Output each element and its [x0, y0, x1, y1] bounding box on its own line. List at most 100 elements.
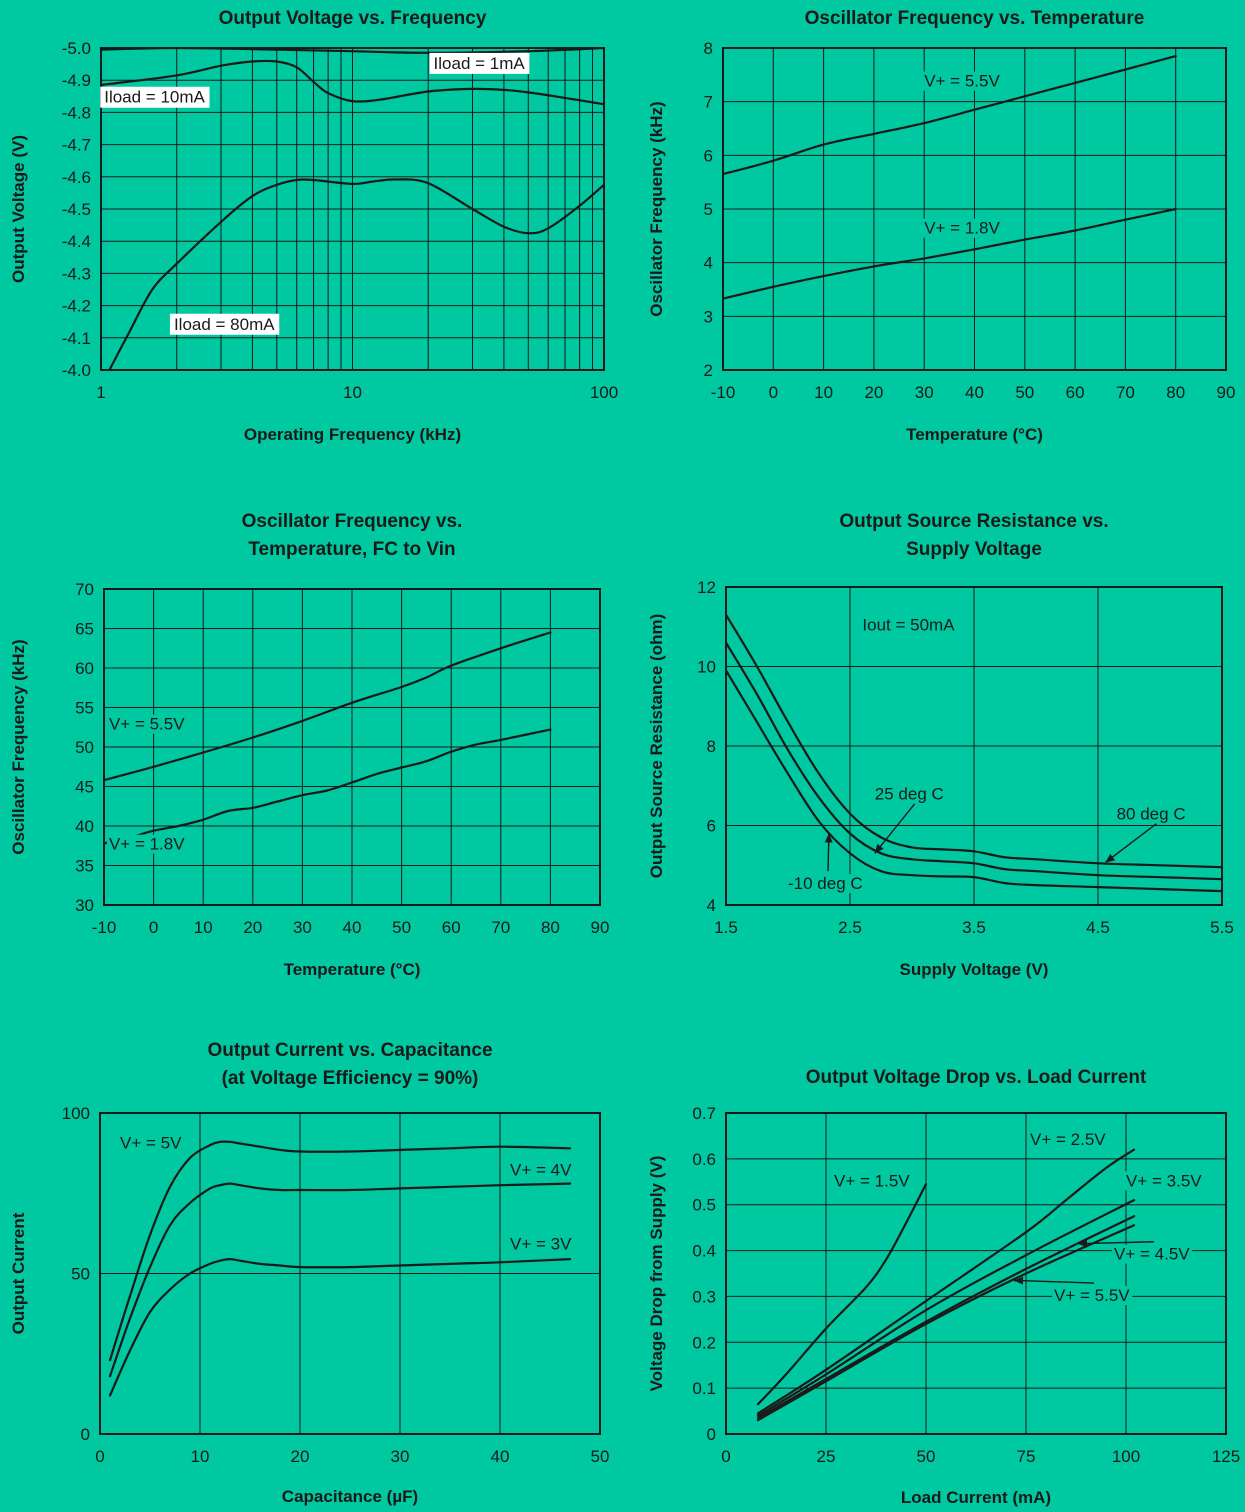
x-tick-label: 50: [392, 918, 411, 937]
annotation-label: V+ = 3V: [510, 1234, 572, 1253]
grid-lines: [726, 587, 1222, 905]
x-tick-label: 5.5: [1210, 918, 1234, 937]
plot-frame: [725, 1112, 1227, 1435]
x-tick-label: 50: [1015, 383, 1034, 402]
series-line-v-2-5v: [756, 1148, 1136, 1415]
y-tick-label: 6: [704, 146, 713, 165]
annotation-bg: [922, 218, 1003, 238]
y-tick-label: 8: [707, 737, 716, 756]
series-line-v-5-5v: [723, 55, 1177, 176]
plot-frame: [103, 588, 601, 906]
y-tick-label: 0.1: [692, 1379, 716, 1398]
plot-frame: [99, 1112, 601, 1435]
x-axis-title: Capacitance (µF): [282, 1487, 418, 1506]
y-tick-label: -4.3: [62, 264, 91, 283]
annotation-label: V+ = 5.5V: [924, 72, 1000, 91]
x-tick-label: 3.5: [962, 918, 986, 937]
x-tick-label: 0: [721, 1447, 730, 1466]
annotation-v-5-5v: V+ = 5.5V: [106, 714, 188, 734]
y-axis-title: Oscillator Frequency (kHz): [9, 639, 28, 854]
chart-title: Output Current vs. Capacitance: [207, 1040, 492, 1061]
series-line-v-5v: [108, 1140, 572, 1362]
annotation-bg: [872, 784, 946, 804]
y-tick-label: -4.1: [62, 329, 91, 348]
x-tick-label: 75: [1017, 1447, 1036, 1466]
annotation-label: V+ = 2.5V: [1030, 1130, 1106, 1149]
x-tick-label: 50: [917, 1447, 936, 1466]
series-line-iload-80ma: [108, 178, 604, 370]
x-tick-label: 2.5: [838, 918, 862, 937]
y-tick-label: 6: [707, 817, 716, 836]
x-axis-title: Operating Frequency (kHz): [244, 425, 461, 444]
chart-title: Output Voltage Drop vs. Load Current: [806, 1067, 1147, 1088]
series-line-v-1-8v: [104, 728, 552, 845]
y-tick-label: 7: [704, 93, 713, 112]
series-group: [108, 1140, 572, 1397]
x-tick-label: 70: [1116, 383, 1135, 402]
annotation-bg: [508, 1234, 575, 1254]
annotation-bg: [860, 615, 958, 635]
annotation-iout-50ma: Iout = 50mA: [860, 615, 958, 635]
y-axis-title: Output Current: [9, 1212, 28, 1334]
y-tick-label: 3: [704, 307, 713, 326]
annotation-pointer: [1105, 822, 1158, 864]
annotation-pointer: [1077, 1241, 1155, 1245]
annotation-bg: [832, 1171, 913, 1191]
annotation-label: V+ = 1.5V: [834, 1171, 910, 1190]
x-tick-label: 25: [817, 1447, 836, 1466]
y-tick-label: -4.7: [62, 136, 91, 155]
annotation-pointer: [1013, 1279, 1095, 1284]
series-line-10-deg-c: [726, 669, 1222, 893]
annotation-iload-10ma: Iload = 10mA: [100, 86, 210, 108]
annotation-bg: [106, 834, 188, 854]
y-tick-label: 10: [697, 658, 716, 677]
annotation-label: -10 deg C: [788, 874, 863, 893]
x-tick-label: 90: [591, 918, 610, 937]
y-tick-label: 0.7: [692, 1104, 716, 1123]
annotation-label: V+ = 4V: [510, 1161, 572, 1180]
chart-1: Output Voltage vs. Frequency 1 10 100 -5.0 -4…: [9, 8, 618, 444]
plot-frame: [725, 586, 1223, 906]
annotation-bg: [922, 71, 1003, 91]
annotation-v-1-5v: V+ = 1.5V: [832, 1171, 913, 1191]
annotation-80-deg-c: 80 deg C: [1105, 804, 1188, 864]
x-tick-label: 40: [491, 1447, 510, 1466]
grid-lines: [101, 48, 604, 370]
annotation-box: [100, 86, 210, 108]
y-tick-label: -4.4: [62, 232, 91, 251]
x-axis-title: Temperature (°C): [284, 960, 421, 979]
x-axis-title: Temperature (°C): [906, 425, 1043, 444]
x-tick-label: -10: [711, 383, 736, 402]
x-tick-label: 0: [95, 1447, 104, 1466]
annotation-arrowhead: [824, 833, 833, 843]
annotation-bg: [1124, 1171, 1205, 1191]
y-tick-label: 0: [81, 1425, 90, 1444]
annotation-v-5v: V+ = 5V: [118, 1133, 185, 1153]
x-tick-label: 30: [391, 1447, 410, 1466]
y-tick-label: 45: [75, 778, 94, 797]
annotation-bg: [118, 1133, 185, 1153]
series-line-80-deg-c: [726, 613, 1222, 869]
annotation-arrowhead: [1078, 1239, 1088, 1248]
series-line-v-4-5v: [756, 1215, 1136, 1420]
y-axis-title: Output Voltage (V): [9, 135, 28, 283]
series-line-v-3v: [108, 1258, 572, 1397]
annotation-label: V+ = 3.5V: [1126, 1171, 1202, 1190]
x-tick-label: 70: [491, 918, 510, 937]
x-tick-label: 80: [541, 918, 560, 937]
chart-6: Output Voltage Drop vs. Load Current 0 25 5…: [647, 1067, 1240, 1507]
series-group: [101, 48, 604, 370]
annotation-bg: [1114, 804, 1188, 824]
x-tick-label: 0: [769, 383, 778, 402]
annotation-arrowhead: [1105, 853, 1116, 863]
series-line-v-3-5v: [756, 1199, 1136, 1417]
chart-title: Output Source Resistance vs.: [839, 511, 1108, 532]
x-tick-label: 80: [1166, 383, 1185, 402]
x-tick-label: 40: [965, 383, 984, 402]
x-tick-label: 100: [1112, 1447, 1140, 1466]
y-tick-label: 12: [697, 578, 716, 597]
x-tick-label: 100: [590, 383, 618, 402]
annotation-label: V+ = 1.8V: [924, 219, 1000, 238]
series-line-iload-10ma: [101, 59, 604, 106]
x-tick-label: 40: [343, 918, 362, 937]
